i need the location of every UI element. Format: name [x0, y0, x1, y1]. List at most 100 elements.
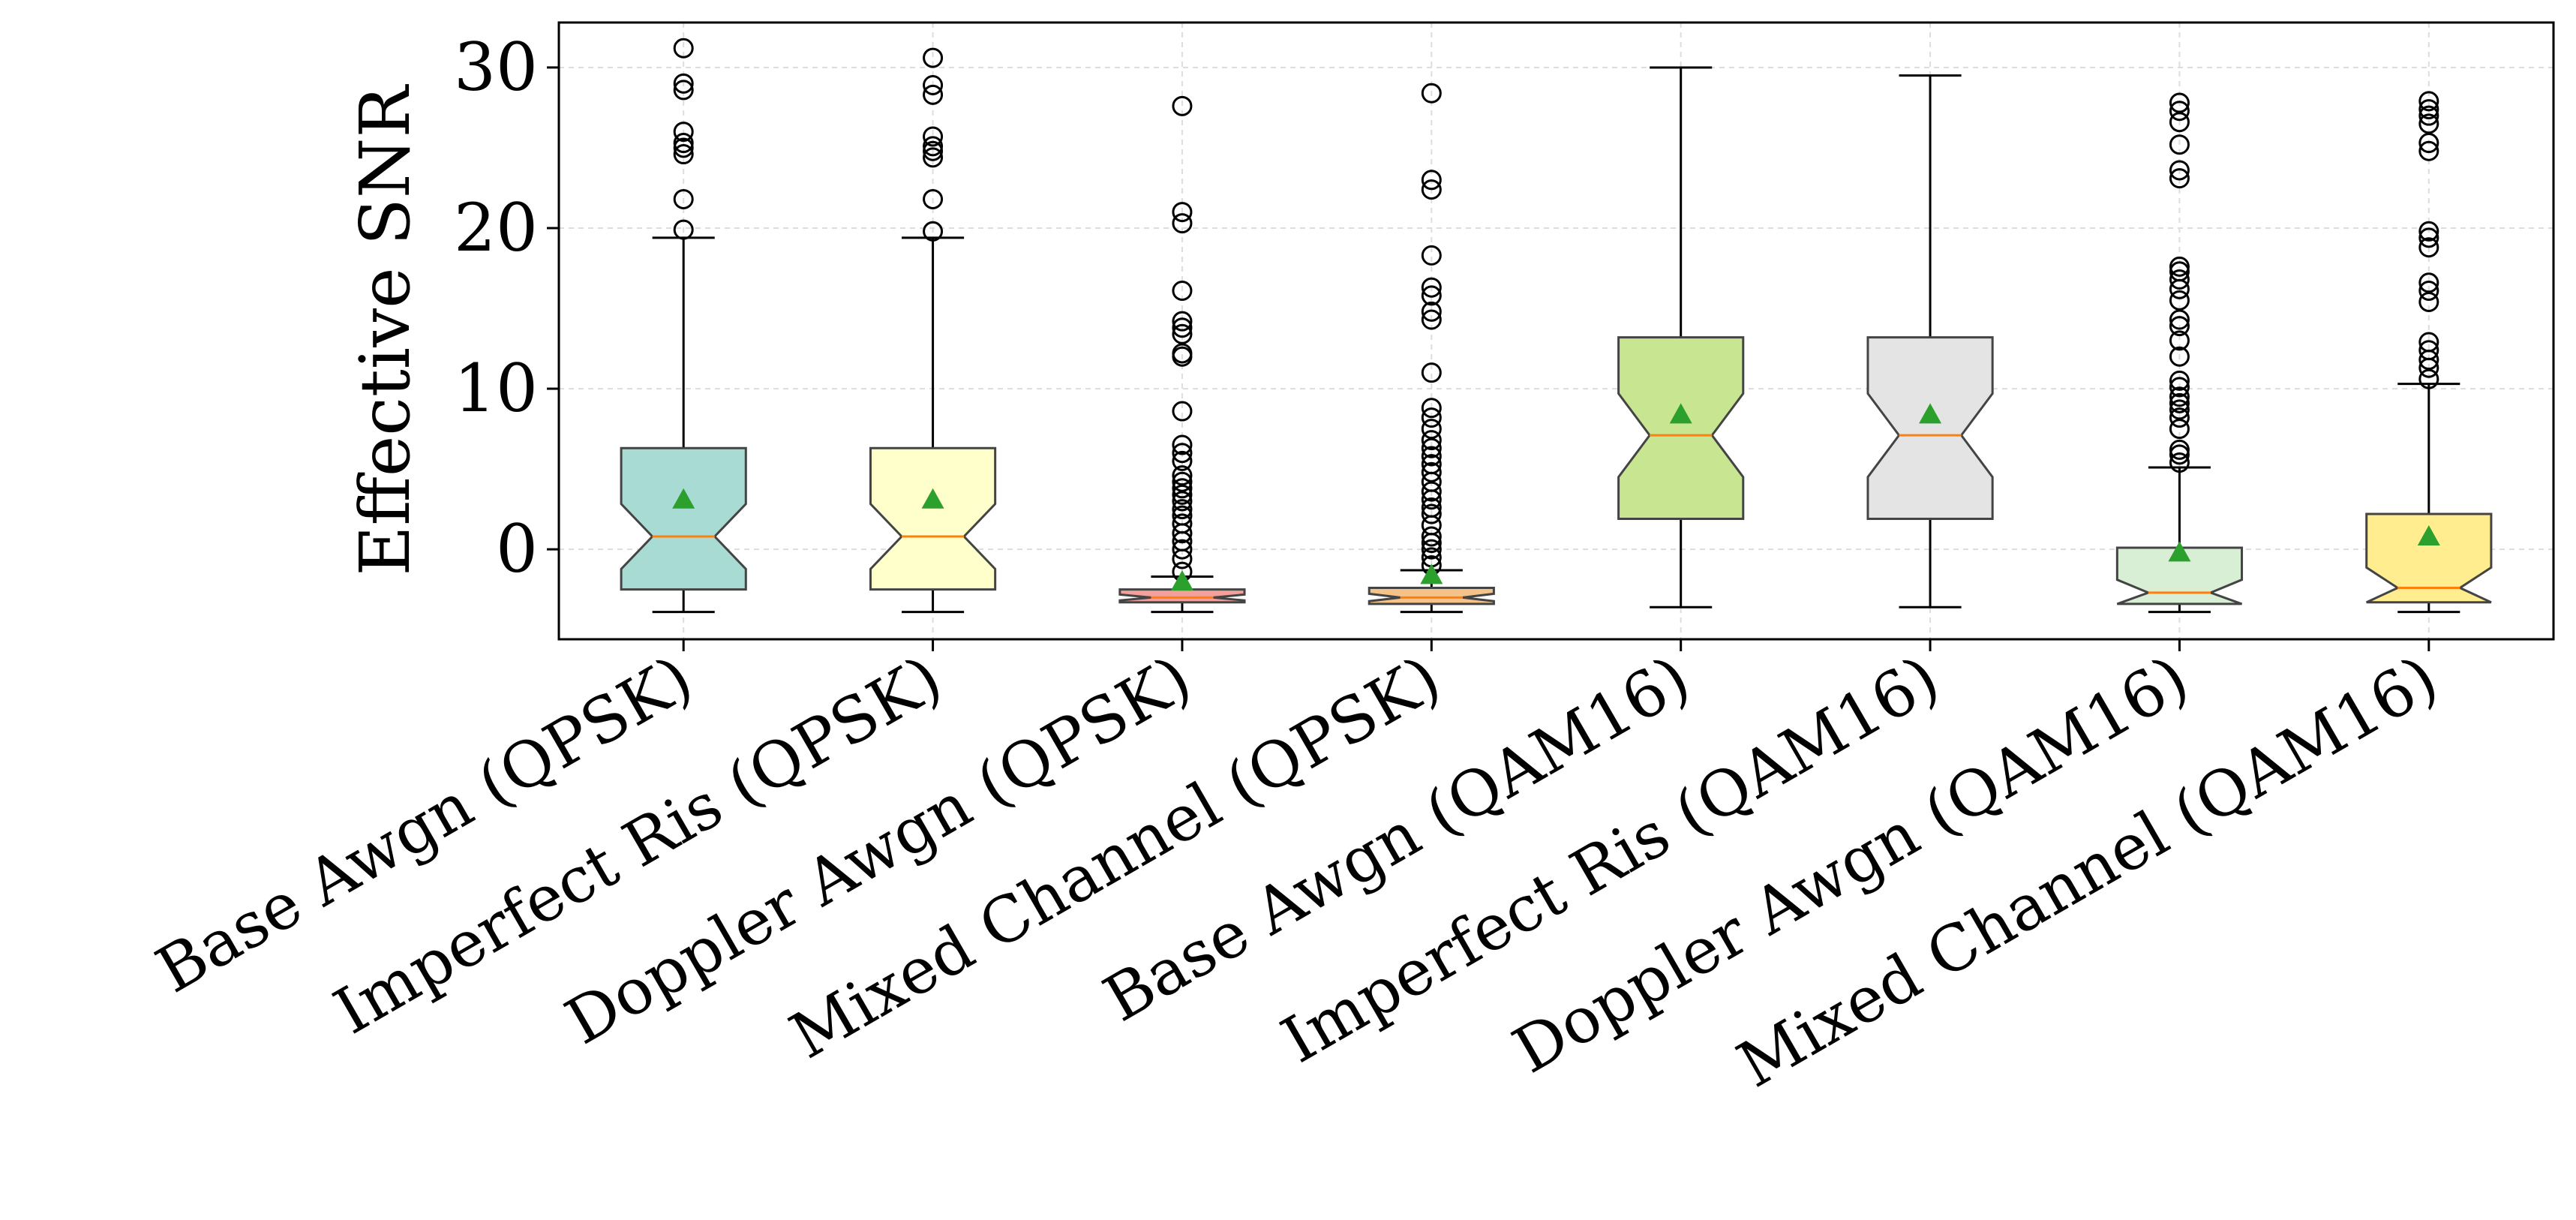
box-2 — [869, 47, 997, 614]
outlier-point — [673, 73, 694, 94]
mean-marker — [2168, 541, 2191, 562]
box-body — [1617, 336, 1745, 520]
outlier-point — [1172, 95, 1193, 116]
outlier-point — [1172, 478, 1193, 499]
outlier-point — [2169, 346, 2190, 367]
box-1 — [620, 38, 747, 614]
outlier-point — [923, 147, 944, 168]
outlier-point — [2418, 368, 2439, 389]
outlier-point — [673, 122, 694, 143]
box-body — [1866, 336, 1994, 520]
outlier-point — [2418, 340, 2439, 361]
outlier-point — [1421, 301, 1442, 322]
outlier-point — [673, 80, 694, 101]
mean-marker — [672, 488, 695, 509]
outlier-point — [2169, 269, 2190, 290]
y-tick-label: 10 — [454, 350, 538, 427]
outlier-point — [1421, 170, 1442, 191]
outlier-point — [2169, 261, 2190, 282]
outlier-point — [673, 188, 694, 209]
outlier-point — [1172, 505, 1193, 526]
y-tick-label: 20 — [454, 189, 538, 266]
outlier-point — [1421, 446, 1442, 467]
box-body — [620, 446, 747, 591]
outlier-point — [2169, 407, 2190, 428]
outlier-point — [2169, 112, 2190, 133]
outlier-point — [2418, 227, 2439, 248]
box-body — [2115, 546, 2244, 605]
outlier-point — [1172, 317, 1193, 338]
outlier-point — [673, 144, 694, 165]
mean-marker — [1170, 569, 1193, 590]
outlier-point — [673, 137, 694, 158]
outlier-point — [923, 188, 944, 209]
outlier-point — [2418, 113, 2439, 134]
outlier-point — [1421, 419, 1442, 440]
mean-marker — [2417, 525, 2440, 545]
outlier-point — [2418, 221, 2439, 242]
outlier-point — [2418, 272, 2439, 293]
box-5 — [1617, 66, 1745, 608]
outlier-point — [2169, 290, 2190, 311]
outlier-point — [1421, 454, 1442, 475]
outlier-point — [1172, 539, 1193, 560]
outlier-point — [2169, 439, 2190, 460]
outlier-point — [923, 136, 944, 157]
outlier-point — [1421, 309, 1442, 330]
box-8 — [2365, 91, 2493, 614]
outlier-point — [1172, 401, 1193, 422]
outlier-point — [2169, 168, 2190, 189]
outlier-point — [1421, 407, 1442, 428]
outlier-point — [923, 84, 944, 105]
outlier-point — [1421, 526, 1442, 547]
outlier-point — [1421, 245, 1442, 266]
outlier-point — [1172, 280, 1193, 301]
outlier-point — [2418, 332, 2439, 353]
outlier-point — [673, 38, 694, 59]
outlier-point — [2169, 134, 2190, 155]
outlier-point — [2418, 91, 2439, 112]
outlier-point — [2169, 452, 2190, 473]
outlier-point — [2169, 256, 2190, 277]
outlier-point — [2169, 309, 2190, 330]
outlier-point — [1172, 491, 1193, 512]
mean-marker — [921, 488, 944, 509]
outlier-point — [2169, 392, 2190, 413]
outlier-point — [673, 133, 694, 154]
outlier-point — [1172, 450, 1193, 471]
outlier-point — [1172, 311, 1193, 332]
outlier-point — [1421, 437, 1442, 458]
outlier-point — [2418, 237, 2439, 258]
box-body — [869, 446, 997, 591]
boxes — [620, 38, 2493, 614]
outlier-point — [1172, 434, 1193, 455]
outlier-point — [673, 219, 694, 240]
outlier-point — [923, 126, 944, 147]
outlier-point — [1421, 277, 1442, 298]
outlier-point — [2169, 370, 2190, 391]
outlier-point — [2169, 160, 2190, 181]
outlier-point — [2418, 291, 2439, 312]
outlier-point — [1421, 481, 1442, 502]
outlier-point — [2418, 133, 2439, 154]
outlier-point — [1172, 323, 1193, 344]
outlier-point — [1172, 499, 1193, 520]
outlier-point — [2169, 316, 2190, 337]
outlier-point — [2169, 330, 2190, 351]
mean-marker — [1669, 403, 1692, 424]
outlier-point — [923, 221, 944, 242]
outlier-point — [1421, 83, 1442, 104]
box-body — [1368, 587, 1495, 605]
outlier-point — [1421, 503, 1442, 524]
outlier-point — [923, 47, 944, 68]
outlier-point — [1172, 202, 1193, 223]
outlier-point — [2169, 92, 2190, 113]
box-6 — [1866, 74, 1994, 608]
outlier-point — [2169, 399, 2190, 420]
outlier-point — [2169, 444, 2190, 465]
outlier-point — [1421, 398, 1442, 419]
outlier-point — [1172, 484, 1193, 505]
outlier-point — [1172, 465, 1193, 486]
outlier-point — [2418, 105, 2439, 126]
y-tick-label: 0 — [496, 510, 538, 587]
